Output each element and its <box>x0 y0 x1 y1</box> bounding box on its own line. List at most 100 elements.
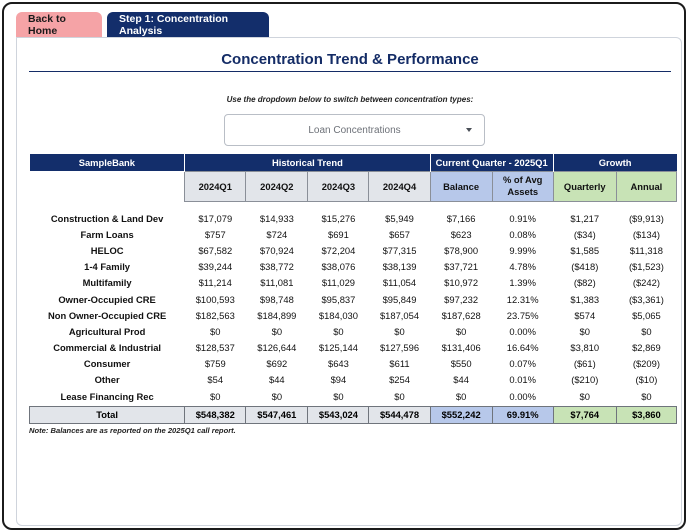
table-cell: $127,596 <box>379 342 420 354</box>
table-cell: ($3,361) <box>628 293 664 305</box>
table-cell: $38,076 <box>321 261 356 273</box>
total-cell: $544,478 <box>368 405 431 424</box>
table-cell: $623 <box>450 228 472 240</box>
table-cell: $184,030 <box>318 309 358 321</box>
growth-header: Growth <box>552 154 677 171</box>
row-label: Non Owner-Occupied CRE <box>47 309 167 321</box>
tab-bar: Back to Home Step 1: Concentration Analy… <box>16 12 269 37</box>
row-label: Lease Financing Rec <box>60 390 154 402</box>
table-cell: $11,214 <box>198 277 232 289</box>
table-cell: 9.99% <box>509 244 536 256</box>
table-cell: ($9,913) <box>628 212 664 224</box>
table-cell: $1,217 <box>570 212 600 224</box>
concentration-table: SampleBank Historical Trend Current Quar… <box>28 154 678 424</box>
row-label: Commercial & Industrial <box>53 342 162 354</box>
concentration-type-select[interactable]: Loan Concentrations <box>224 114 485 146</box>
table-cell: $10,972 <box>444 277 479 289</box>
column-header: 2024Q3 <box>307 170 370 202</box>
table-cell: $11,081 <box>260 277 294 289</box>
total-cell: $543,024 <box>307 405 370 424</box>
table-cell: ($61) <box>573 358 596 370</box>
table-cell: ($209) <box>632 358 660 370</box>
table-cell: $15,276 <box>321 212 356 224</box>
table-cell: 16.64% <box>506 342 539 354</box>
column-header: % of Avg Assets <box>491 170 554 202</box>
table-row: Consumer $759 $692 $643 $611 $550 0.07% ($61) ($… <box>30 356 677 372</box>
table-row: HELOC $67,582 $70,924 $72,204 $77,315 $78,900… <box>30 242 677 258</box>
table-cell: $0 <box>271 390 283 402</box>
table-cell: $0 <box>641 390 652 402</box>
total-row: Total $548,382 $547,461 $543,024 $544,47… <box>28 405 678 424</box>
table-cell: 4.78% <box>509 261 536 273</box>
table-cell: 0.08% <box>509 228 536 240</box>
table-cell: $44 <box>453 374 469 386</box>
table-cell: ($210) <box>571 374 599 386</box>
chevron-down-icon <box>466 128 472 132</box>
table-cell: $0 <box>394 390 405 402</box>
tab-concentration-analysis[interactable]: Step 1: Concentration Analysis <box>107 12 269 37</box>
row-label: Consumer <box>83 358 131 370</box>
table-cell: $759 <box>204 358 226 370</box>
table-cell: 0.91% <box>509 212 536 224</box>
table-cell: $5,949 <box>385 212 414 224</box>
table-cell: ($242) <box>632 277 660 289</box>
table-cell: $187,628 <box>441 309 481 321</box>
table-cell: 0.00% <box>509 325 536 337</box>
table-cell: $94 <box>330 374 347 386</box>
table-cell: 1.39% <box>509 277 536 289</box>
table-cell: $182,563 <box>195 309 235 321</box>
table-cell: $38,772 <box>259 261 294 273</box>
table-cell: $0 <box>641 325 652 337</box>
table-cell: $0 <box>579 390 590 402</box>
table-cell: $757 <box>204 228 226 240</box>
table-row: Multifamily $11,214 $11,081 $11,029 $11,054 $… <box>30 275 677 291</box>
table-cell: $0 <box>271 325 283 337</box>
table-cell: $128,537 <box>195 342 235 354</box>
table-cell: $0 <box>394 325 405 337</box>
row-label: Owner-Occupied CRE <box>58 293 156 305</box>
column-header: 2024Q1 <box>184 170 247 202</box>
table-row: Non Owner-Occupied CRE $182,563 $184,899 $1… <box>30 307 677 323</box>
table-cell: ($418) <box>571 261 599 273</box>
table-cell: $98,748 <box>259 293 294 305</box>
table-cell: $78,900 <box>444 244 479 256</box>
row-label: Farm Loans <box>80 228 134 240</box>
table-cell: $54 <box>207 374 224 386</box>
table-cell: $44 <box>269 374 285 386</box>
table-cell: $11,318 <box>629 244 663 256</box>
table-cell: $187,054 <box>379 309 420 321</box>
table-cell: $37,721 <box>444 261 479 273</box>
total-cell: $548,382 <box>184 405 247 424</box>
table-cell: $657 <box>389 228 410 240</box>
historical-trend-header: Historical Trend <box>184 154 431 171</box>
table-cell: 23.75% <box>506 309 539 321</box>
table-cell: $254 <box>389 374 410 386</box>
table-cell: $3,810 <box>570 342 600 354</box>
table-row: Construction & Land Dev $17,079 $14,933 $15… <box>30 210 677 226</box>
table-cell: $131,406 <box>441 342 481 354</box>
table-cell: $0 <box>455 390 467 402</box>
table-cell: $611 <box>389 358 410 370</box>
row-label: HELOC <box>90 244 124 256</box>
table-row: Other $54 $44 $94 $254 $44 0.01% ($210) ($10) <box>30 372 677 388</box>
table-cell: $692 <box>266 358 288 370</box>
back-to-home-tab[interactable]: Back to Home <box>16 12 102 37</box>
table-cell: $70,924 <box>259 244 294 256</box>
table-row: Owner-Occupied CRE $100,593 $98,748 $95,837… <box>30 291 677 307</box>
concentration-type-value: Loan Concentrations <box>308 124 401 136</box>
table-cell: ($134) <box>632 228 660 240</box>
table-cell: $95,849 <box>382 293 417 305</box>
table-cell: 0.01% <box>509 374 536 386</box>
table-cell: $574 <box>574 309 596 321</box>
table-cell: $14,933 <box>259 212 294 224</box>
bank-name-header: SampleBank <box>29 154 185 171</box>
title-divider <box>29 71 671 72</box>
table-cell: $691 <box>327 228 349 240</box>
table-row: 1-4 Family $39,244 $38,772 $38,076 $38,139 $3… <box>30 259 677 275</box>
table-cell: $643 <box>327 358 349 370</box>
table-cell: $5,065 <box>632 309 661 321</box>
table-cell: 0.00% <box>509 390 536 402</box>
column-header: 2024Q4 <box>368 170 431 202</box>
page-title: Concentration Trend & Performance <box>221 51 479 68</box>
table-cell: $1,585 <box>570 244 600 256</box>
